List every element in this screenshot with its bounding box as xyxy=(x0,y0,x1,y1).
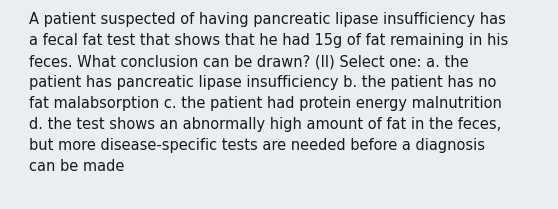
Text: A patient suspected of having pancreatic lipase insufficiency has
a fecal fat te: A patient suspected of having pancreatic… xyxy=(28,12,508,174)
